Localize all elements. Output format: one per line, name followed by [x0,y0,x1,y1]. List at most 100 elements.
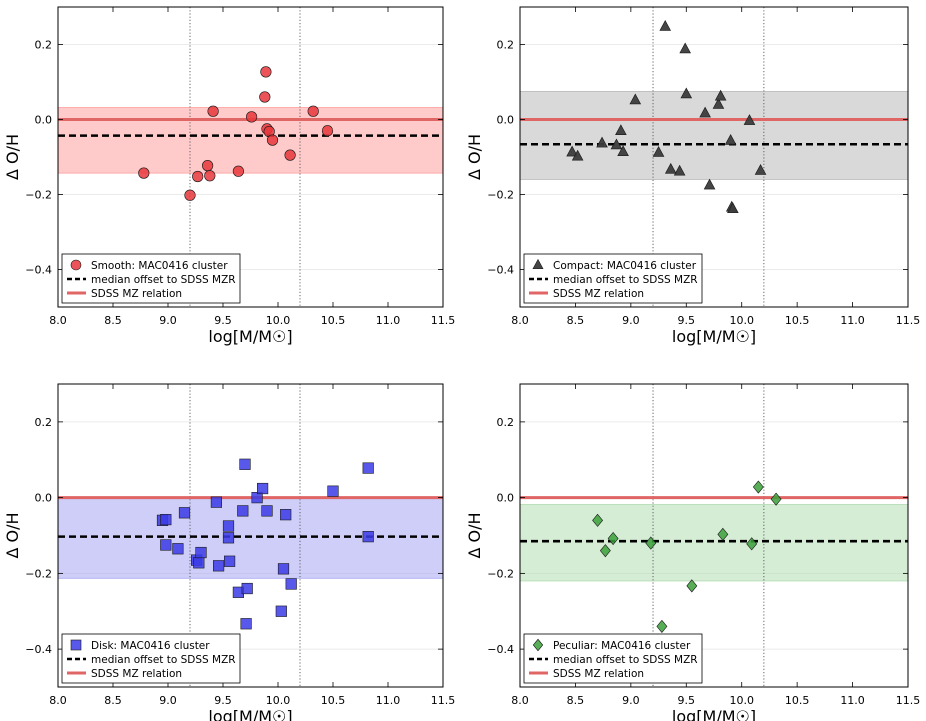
data-point [664,162,677,174]
x-tick-label: 11.5 [431,694,456,707]
data-point [717,527,729,541]
legend: Smooth: MAC0416 cluster median offset to … [61,253,241,304]
y-tick-label: 0.0 [497,492,515,505]
data-point [280,509,292,521]
data-point [160,513,172,526]
legend-marker [532,258,544,270]
y-tick-label: −0.4 [487,643,514,656]
legend-entry: Peculiar: MAC0416 cluster [553,640,691,652]
x-tick-label: 9.5 [214,314,232,327]
y-tick-label: −0.2 [487,567,514,580]
data-point [204,170,216,182]
legend-marker [70,639,82,651]
data-point [277,563,290,575]
legend-marker [532,638,544,652]
data-point [679,42,691,54]
data-point [172,543,184,555]
data-point [285,578,297,590]
panel-compact: 8.0 8.5 9.0 9.5 10.0 10.5 11.0 11.5 −0.4 −0.2 0.0 0… [465,6,920,346]
data-point [307,105,319,117]
data-point [680,87,693,99]
panel-peculiar: 8.0 8.5 9.0 9.5 10.0 10.5 11.0 11.5 −0.4 −0.2 0.0 0… [465,383,921,721]
x-tick-label: 9.0 [622,694,640,707]
data-point [652,146,665,157]
panel-smooth: 8.0 8.5 9.0 9.5 10.0 10.5 11.0 11.5 −0.4 −0.2 0.0 0… [3,6,456,346]
data-point [592,513,604,527]
x-tick-label: 11.5 [896,694,921,707]
data-point [743,114,756,125]
x-tick-label: 10.5 [785,694,810,707]
legend-entry: median offset to SDSS MZR [553,274,698,286]
data-point [629,93,642,105]
legend-entry: median offset to SDSS MZR [553,654,698,666]
y-tick-label: −0.4 [25,264,52,277]
axes-frame [519,6,909,308]
data-point [275,605,287,617]
data-point [232,165,244,177]
legend: Disk: MAC0416 cluster median offset to SD… [61,633,241,684]
y-axis-label: Δ O/H [465,134,484,180]
legend-entry: Disk: MAC0416 cluster [91,640,210,652]
x-tick-label: 9.5 [678,314,696,327]
data-point [617,145,629,157]
data-point [727,202,739,214]
axes-frame [57,6,444,308]
data-point [259,91,271,103]
y-tick-label: −0.4 [487,264,514,277]
scatter-band [520,90,908,180]
y-tick-label: 0.2 [35,416,53,429]
x-tick-label: 8.5 [104,694,122,707]
data-point [571,149,584,161]
legend: Compact: MAC0416 cluster median offset to… [523,253,703,304]
data-point [213,560,225,572]
x-axis-label: log[M/M☉] [208,327,292,346]
data-point [699,106,711,118]
y-axis-label: Δ O/H [3,134,22,180]
data-point [266,134,279,146]
data-point [607,531,619,546]
y-tick-label: 0.0 [497,114,515,127]
axes-frame [57,383,444,688]
x-tick-label: 10.5 [321,314,346,327]
data-point [566,145,578,157]
legend-entry: Smooth: MAC0416 cluster [91,260,228,272]
data-point [246,111,258,123]
data-point [659,20,672,31]
y-tick-label: 0.2 [497,39,515,52]
y-axis-label: Δ O/H [465,512,484,558]
x-axis-label: log[M/M☉] [672,327,756,346]
data-point [210,496,223,508]
data-point [160,539,172,551]
x-tick-label: 9.5 [678,694,696,707]
x-tick-label: 8.0 [511,694,529,707]
x-tick-label: 11.5 [431,314,456,327]
data-point [193,557,205,569]
x-tick-label: 11.0 [376,314,401,327]
data-point [284,149,296,161]
data-point [184,189,196,201]
data-point [178,507,191,519]
data-point [138,167,150,179]
data-point [321,125,334,137]
data-point [746,537,758,551]
data-point [237,505,249,517]
data-point [645,536,657,550]
data-point [207,105,219,117]
data-point [195,546,207,559]
data-point [770,492,782,506]
x-tick-label: 9.0 [159,694,177,707]
data-point [610,138,623,150]
data-point [596,136,608,148]
legend-entry: SDSS MZ relation [91,668,182,680]
x-tick-label: 9.5 [214,694,232,707]
data-point [202,160,214,172]
data-point [239,458,251,470]
data-point [241,582,253,595]
data-point [362,462,374,474]
x-tick-label: 10.0 [266,314,291,327]
legend-entry: median offset to SDSS MZR [91,274,236,286]
y-tick-label: 0.2 [497,416,515,429]
x-tick-label: 11.0 [840,314,865,327]
x-tick-label: 10.0 [266,694,291,707]
